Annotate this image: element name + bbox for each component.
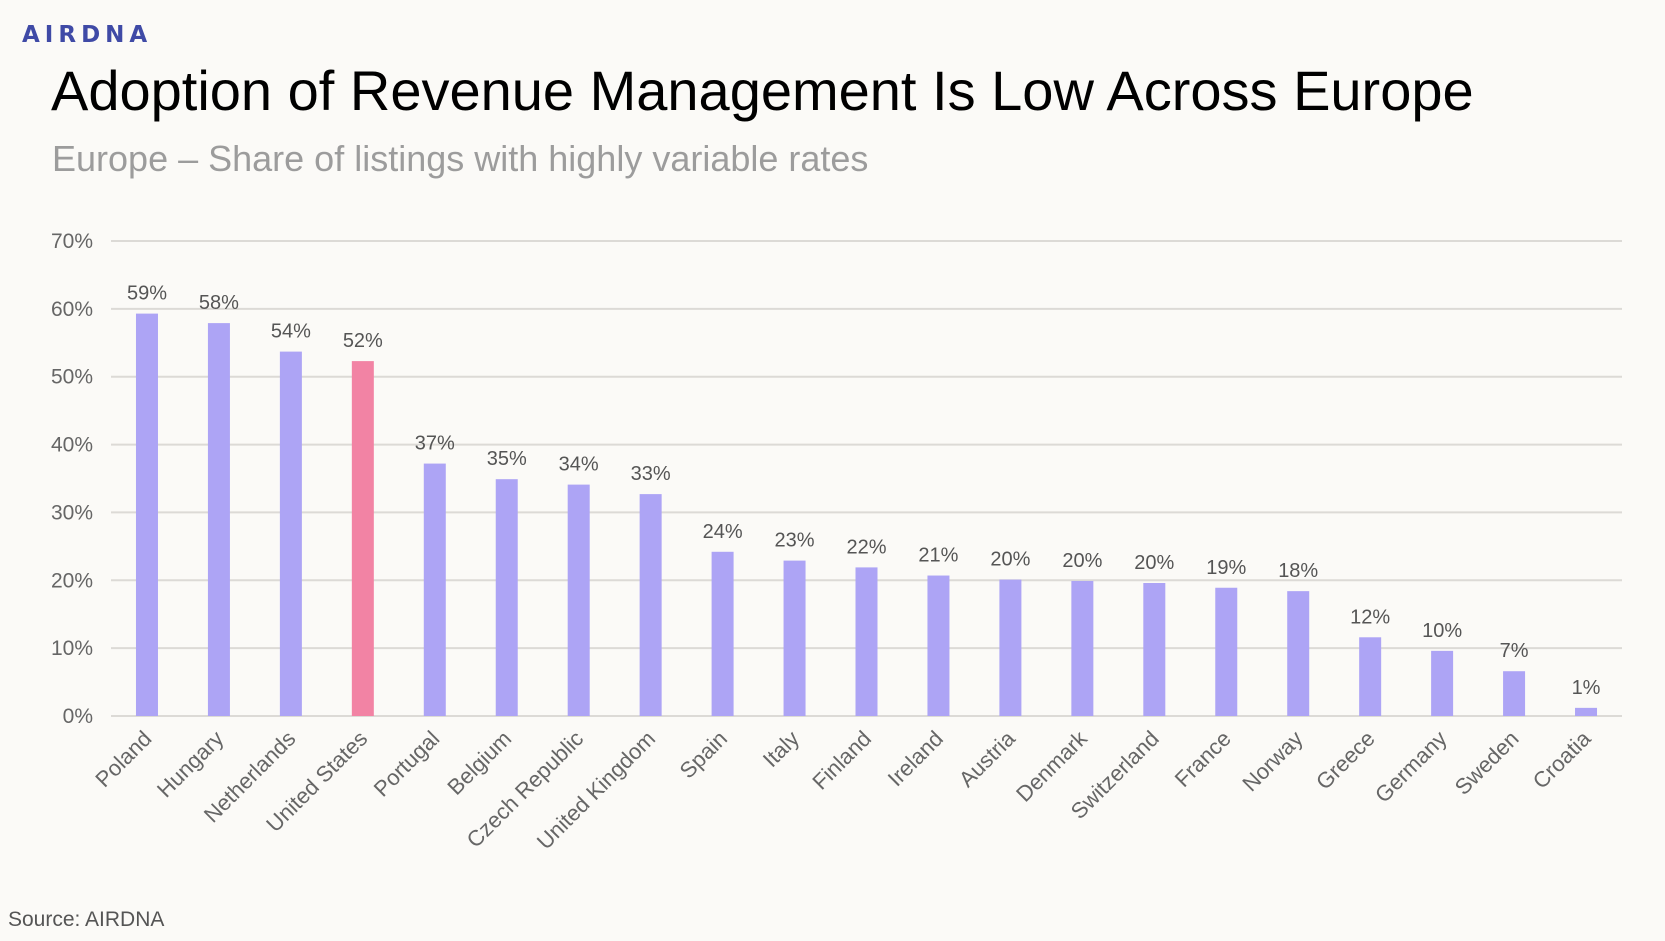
chart-title: Adoption of Revenue Management Is Low Ac… <box>51 59 1474 122</box>
bar-france <box>1215 587 1238 716</box>
data-label: 20% <box>1062 550 1102 572</box>
bar-denmark <box>1071 580 1094 716</box>
bar-united-kingdom <box>639 494 662 716</box>
data-label: 10% <box>1422 620 1462 642</box>
bar-czech-republic <box>567 484 590 716</box>
data-label: 7% <box>1500 640 1529 662</box>
data-label: 34% <box>559 454 599 476</box>
bar-germany <box>1431 650 1454 716</box>
data-label: 1% <box>1572 677 1601 699</box>
data-label: 33% <box>631 463 671 485</box>
data-label: 12% <box>1350 606 1390 628</box>
data-label: 20% <box>1134 552 1174 574</box>
source-note: Source: AIRDNA <box>8 908 165 931</box>
data-label: 59% <box>127 283 167 305</box>
bar-finland <box>855 567 878 716</box>
y-tick-label: 40% <box>51 434 93 457</box>
bar-greece <box>1359 637 1382 716</box>
data-label: 22% <box>846 536 886 558</box>
data-labels: 59% 58% 54% 52% 37% 35% 34% 33% 24% 23% 22% 21% 20% 2… <box>127 283 1601 699</box>
y-axis-ticks: 0% 10% 20% 30% 40% 50% 60% 70% <box>51 230 93 728</box>
bar-norway <box>1287 591 1310 716</box>
x-tick-label: Portugal <box>369 726 445 802</box>
y-tick-label: 20% <box>51 569 93 592</box>
y-tick-label: 0% <box>63 705 93 728</box>
bar-belgium <box>495 479 518 716</box>
y-tick-label: 60% <box>51 298 93 321</box>
bar-poland <box>135 313 158 716</box>
bar-hungary <box>207 323 230 716</box>
x-tick-label: Ireland <box>883 726 948 791</box>
data-label: 52% <box>343 330 383 352</box>
data-label: 18% <box>1278 560 1318 582</box>
x-tick-label: Italy <box>758 726 804 772</box>
y-tick-label: 50% <box>51 366 93 389</box>
data-label: 54% <box>271 321 311 343</box>
data-label: 23% <box>775 530 815 552</box>
data-label: 21% <box>918 545 958 567</box>
data-label: 24% <box>703 521 743 543</box>
data-label: 19% <box>1206 557 1246 579</box>
bar-portugal <box>423 463 446 716</box>
x-tick-label: France <box>1170 726 1236 792</box>
x-tick-label: Sweden <box>1450 726 1524 800</box>
x-tick-label: Greece <box>1311 726 1380 795</box>
x-tick-label: Poland <box>90 726 156 792</box>
bar-italy <box>783 560 806 716</box>
bar-netherlands <box>279 351 302 716</box>
data-label: 20% <box>990 549 1030 571</box>
bar-sweden <box>1503 671 1526 716</box>
chart-subtitle: Europe – Share of listings with highly v… <box>52 138 869 179</box>
bar-austria <box>999 579 1022 716</box>
x-tick-label: Norway <box>1237 726 1307 796</box>
x-tick-label: Germany <box>1370 726 1452 808</box>
bar-united-states <box>351 361 374 716</box>
x-tick-label: Croatia <box>1528 725 1596 793</box>
x-tick-label: Finland <box>807 726 876 795</box>
airdna-logo: AIRDNA <box>22 22 153 48</box>
bar-croatia <box>1575 707 1598 716</box>
bar-switzerland <box>1143 583 1166 716</box>
data-label: 37% <box>415 433 455 455</box>
y-tick-label: 10% <box>51 637 93 660</box>
bar-spain <box>711 551 734 716</box>
data-label: 58% <box>199 292 239 314</box>
x-tick-label: Belgium <box>442 726 516 800</box>
bar-ireland <box>927 575 950 716</box>
x-tick-label: Austria <box>954 725 1021 792</box>
bars <box>135 313 1598 716</box>
x-tick-label: Spain <box>675 726 732 783</box>
y-tick-label: 30% <box>51 501 93 524</box>
y-tick-label: 70% <box>51 230 93 253</box>
data-label: 35% <box>487 448 527 470</box>
